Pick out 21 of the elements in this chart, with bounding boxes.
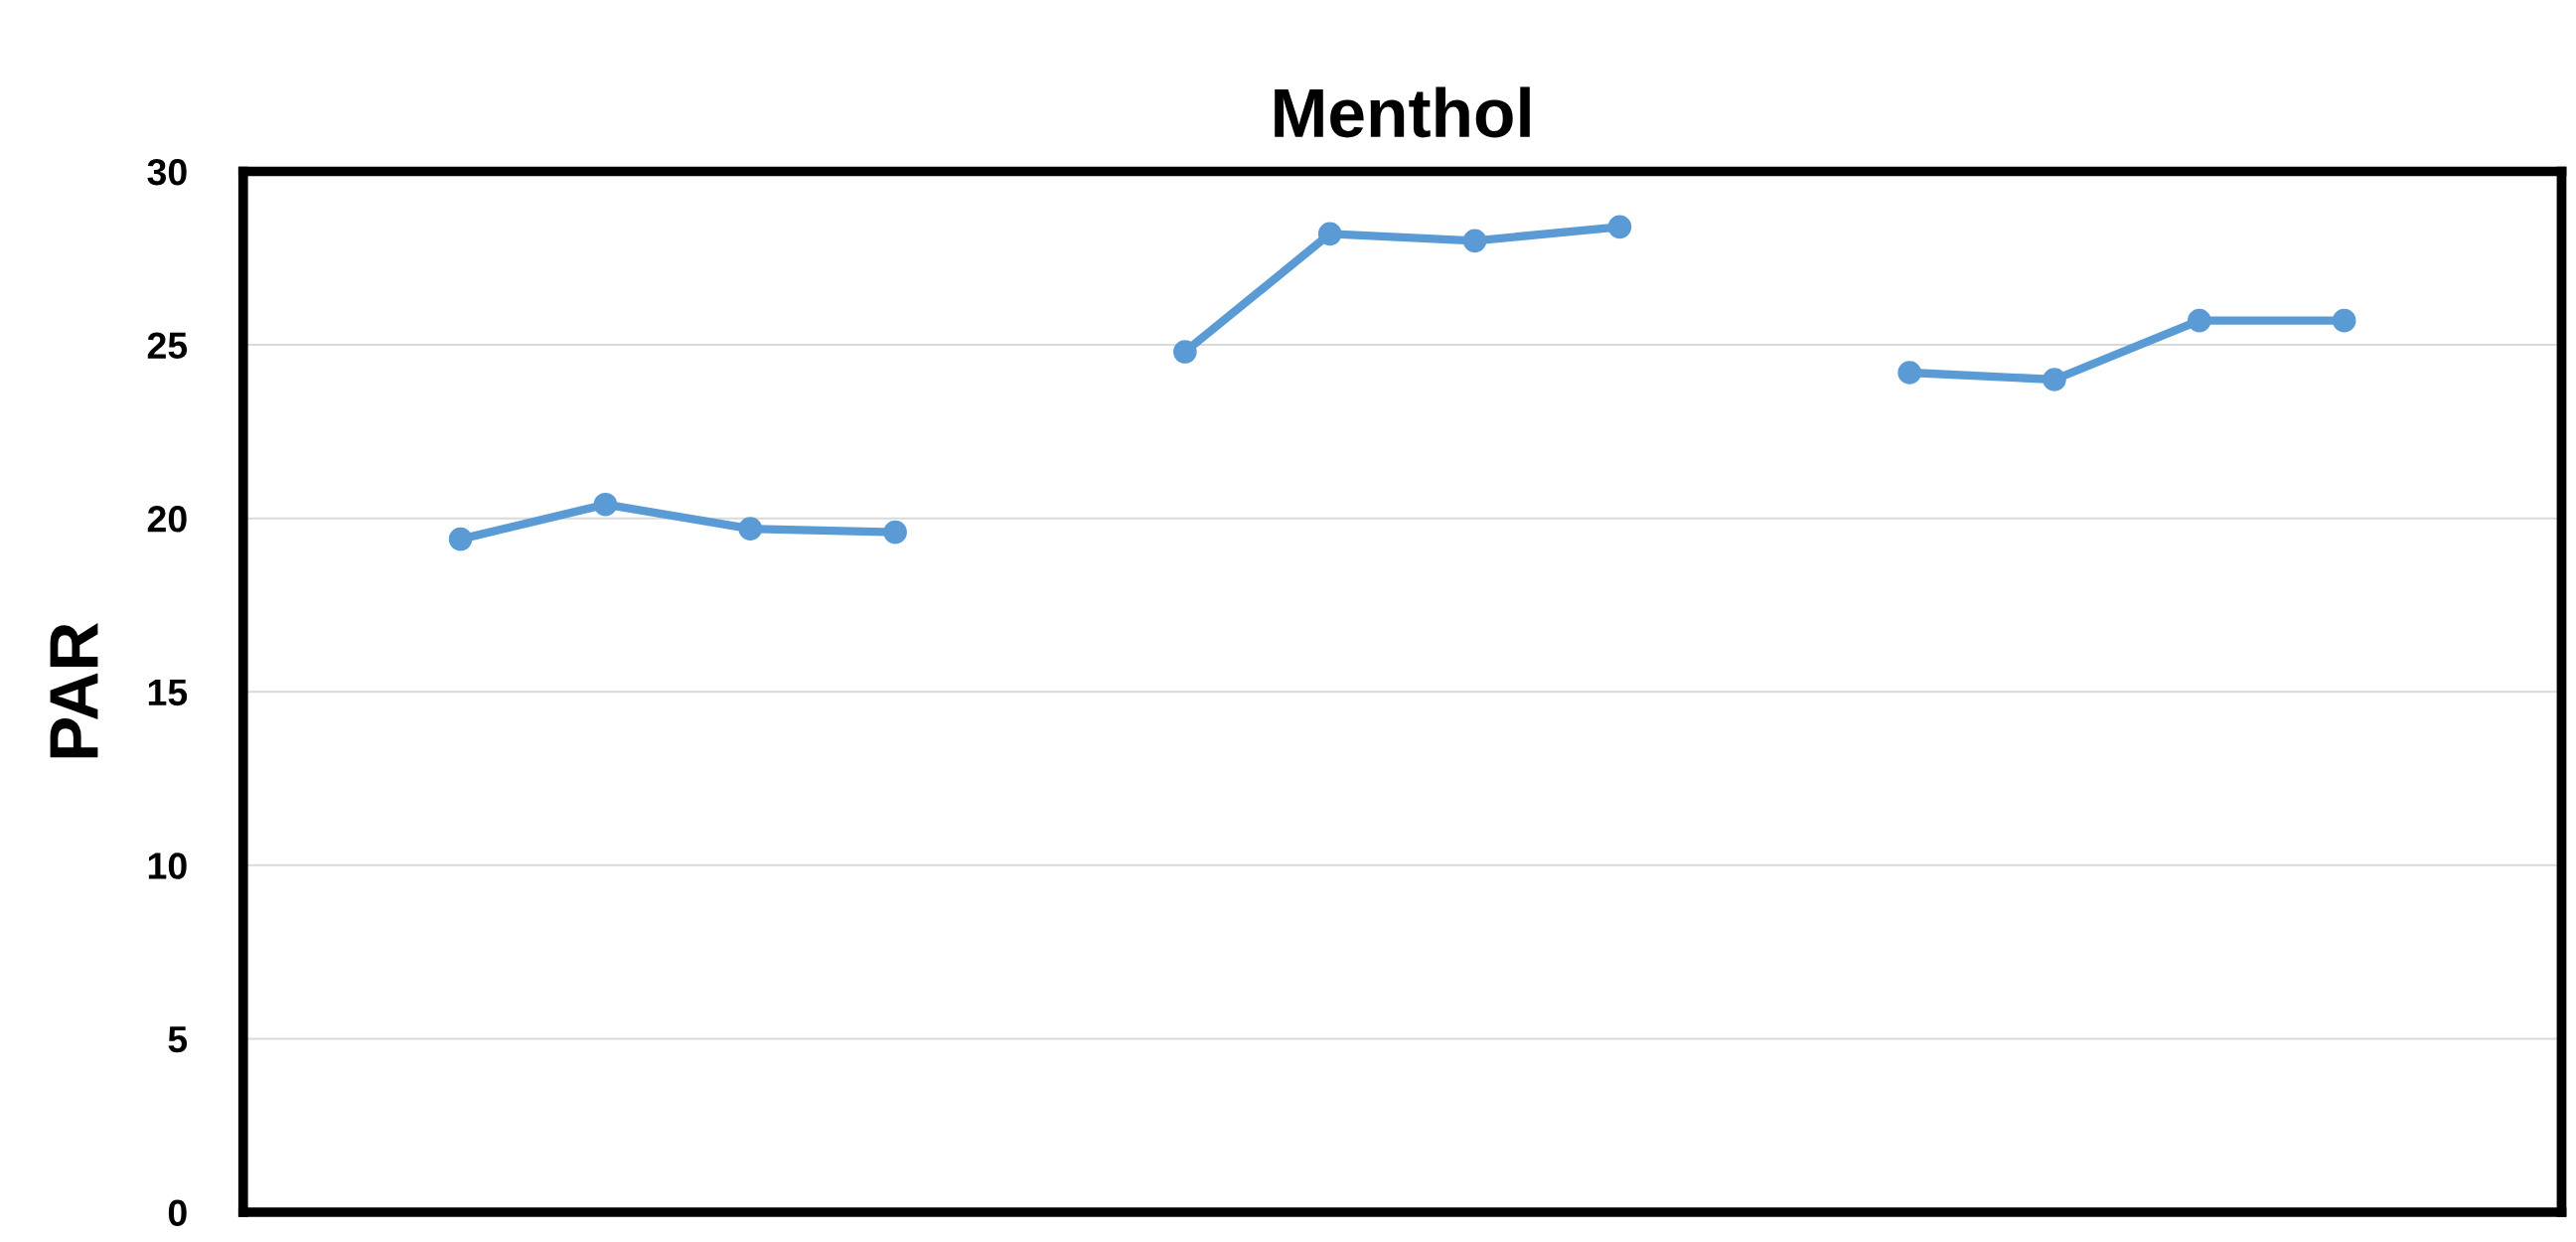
point <box>1607 215 1632 239</box>
y-tick-label: 5 <box>168 1026 188 1053</box>
point <box>593 492 618 517</box>
point <box>2188 308 2211 333</box>
point <box>1897 361 1921 385</box>
point <box>1173 340 1197 364</box>
y-tick-label: 25 <box>147 332 188 360</box>
point <box>1462 229 1487 253</box>
y-tick-label: 30 <box>147 158 187 186</box>
point <box>738 517 763 541</box>
point <box>1317 222 1342 246</box>
point <box>448 527 473 551</box>
y-tick-label: 0 <box>168 1199 187 1226</box>
point <box>2332 308 2356 333</box>
y-tick-label: 10 <box>148 853 187 879</box>
point <box>2043 368 2066 391</box>
point <box>883 520 907 544</box>
y-tick-label: 20 <box>147 506 187 533</box>
y-tick-label: 15 <box>148 680 188 706</box>
y-axis-title: PAR <box>50 622 98 758</box>
chart-title: Menthol <box>1275 86 1530 138</box>
